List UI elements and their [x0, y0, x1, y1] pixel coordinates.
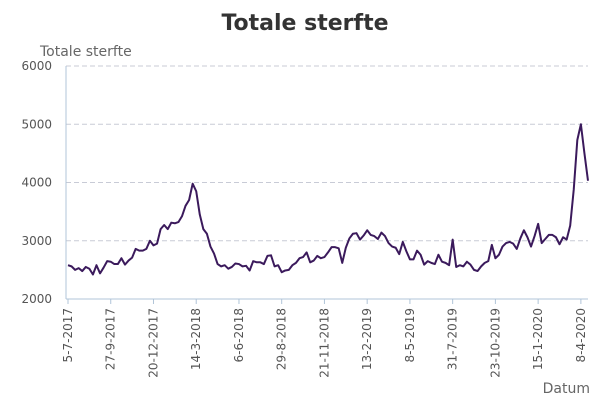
x-tick-label: 31-7-2019 — [446, 308, 460, 370]
x-tick-label: 23-10-2019 — [488, 308, 502, 378]
y-axis-title: Totale sterfte — [39, 44, 132, 60]
x-tick-label: 20-12-2017 — [146, 308, 160, 378]
x-tick-label: 27-9-2017 — [104, 308, 118, 370]
x-tick-label: 15-1-2020 — [531, 308, 545, 370]
x-tick-label: 8-5-2019 — [403, 308, 417, 362]
y-tick-label: 4000 — [21, 176, 52, 190]
chart-title: Totale sterfte — [221, 11, 388, 36]
x-tick-labels: 5-7-2017 27-9-2017 20-12-2017 14-3-2018 6-6-… — [61, 299, 588, 378]
grid-lines — [66, 65, 588, 242]
x-axis-title: Datum — [543, 381, 590, 397]
series-line — [67, 123, 589, 276]
y-tick-labels: 2000 3000 4000 5000 6000 — [21, 59, 52, 306]
x-tick-label: 14-3-2018 — [189, 308, 203, 370]
y-tick-label: 6000 — [21, 59, 52, 73]
y-tick-label: 2000 — [21, 292, 52, 306]
series-layer — [67, 123, 589, 276]
x-tick-label: 6-6-2018 — [232, 308, 246, 362]
x-tick-label: 13-2-2019 — [360, 308, 374, 370]
x-tick-label: 5-7-2017 — [61, 308, 75, 362]
x-tick-label: 21-11-2018 — [317, 308, 331, 378]
y-tick-label: 3000 — [21, 234, 52, 248]
y-tick-label: 5000 — [21, 117, 52, 131]
x-tick-label: 29-8-2018 — [275, 308, 289, 370]
x-tick-label: 8-4-2020 — [574, 308, 588, 362]
